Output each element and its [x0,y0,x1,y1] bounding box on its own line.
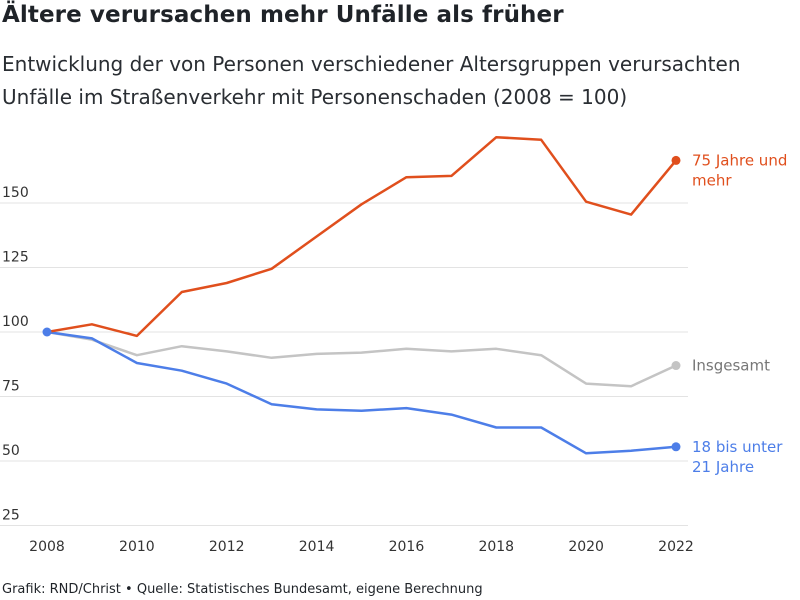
y-tick-label: 75 [2,379,20,395]
series-line [45,330,678,388]
source-footer: Grafik: RND/Christ • Quelle: Statistisch… [2,582,483,597]
chart-subtitle: Entwicklung der von Personen verschieden… [2,52,741,109]
y-tick-label: 25 [2,508,20,524]
series-label: 18 bis unter 21 Jahre [692,438,783,476]
series-end-marker [671,155,681,165]
series-end-marker [671,361,681,371]
x-tick-label: 2018 [478,539,514,555]
x-tick-label: 2020 [568,539,604,555]
x-tick-label: 2016 [389,539,425,555]
x-tick-label: 2012 [209,539,245,555]
series-label: 75 Jahre und mehr [692,151,787,189]
y-tick-label: 150 [2,185,29,201]
series-label: Insgesamt [692,357,770,375]
y-tick-label: 100 [2,314,29,330]
y-tick-label: 50 [2,443,20,459]
chart-title: Ältere verursachen mehr Unfälle als früh… [2,2,564,28]
series-line [45,330,678,455]
series-line [45,135,678,338]
series-end-marker [671,442,681,452]
y-tick-label: 125 [2,250,29,266]
x-tick-label: 2014 [299,539,335,555]
x-tick-label: 2008 [29,539,65,555]
x-tick-label: 2022 [658,539,694,555]
line-chart: 25 50 75 100 125 150 2008 2010 2012 2014 2016 2018 2… [0,135,787,555]
x-tick-label: 2010 [119,539,155,555]
series-start-marker [42,327,52,337]
